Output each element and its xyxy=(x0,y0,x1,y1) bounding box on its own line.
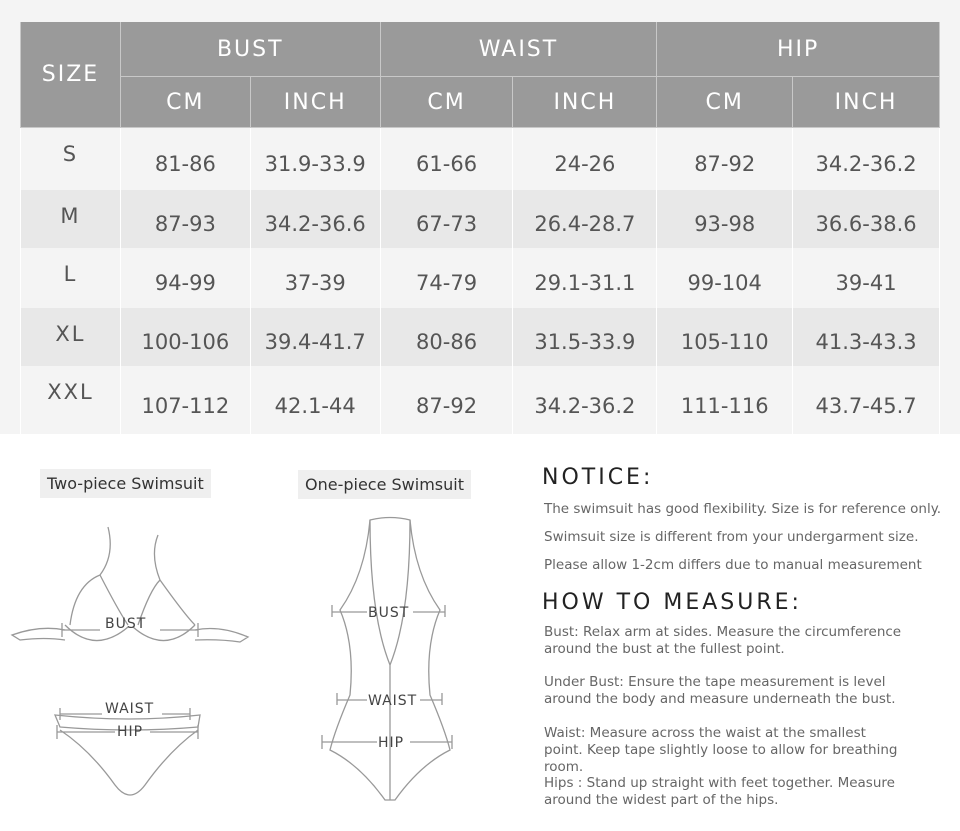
measurement-cell: 34.2-36.2 xyxy=(512,365,658,436)
unit-header: INCH xyxy=(512,76,658,128)
measurement-cell: 31.5-33.9 xyxy=(512,307,658,366)
measurement-cell: 74-79 xyxy=(379,247,514,308)
measurement-cell: 34.2-36.6 xyxy=(249,189,381,248)
two-piece-hip-label: HIP xyxy=(117,724,143,740)
measure-bust: Bust: Relax arm at sides. Measure the ci… xyxy=(544,624,902,657)
two-piece-waist-label: WAIST xyxy=(105,701,154,717)
two-piece-swimsuit-illustration: BUST WAIST HIP xyxy=(10,526,250,796)
size-cell: XL xyxy=(20,307,121,366)
size-cell: M xyxy=(20,189,121,248)
size-header: SIZE xyxy=(20,22,121,128)
size-cell: XXL xyxy=(20,365,121,436)
measurement-cell: 107-112 xyxy=(119,365,251,436)
measurement-cell: 111-116 xyxy=(656,365,794,436)
unit-header: CM xyxy=(656,76,794,128)
one-piece-swimsuit-illustration: BUST WAIST HIP xyxy=(321,516,453,801)
notice-title: NOTICE: xyxy=(542,465,654,490)
measurement-cell: 31.9-33.9 xyxy=(249,127,381,190)
unit-header: INCH xyxy=(249,76,381,128)
measurement-cell: 29.1-31.1 xyxy=(512,247,658,308)
measurement-cell: 100-106 xyxy=(119,307,251,366)
measurement-cell: 93-98 xyxy=(656,189,794,248)
measurement-cell: 34.2-36.2 xyxy=(792,127,940,190)
measurement-cell: 80-86 xyxy=(379,307,514,366)
size-cell: L xyxy=(20,247,121,308)
measurement-cell: 42.1-44 xyxy=(249,365,381,436)
waist-header: WAIST xyxy=(379,22,658,77)
measure-waist: Waist: Measure across the waist at the s… xyxy=(544,725,898,775)
table-row: S 81-86 31.9-33.9 61-66 24-26 87-92 34.2-36.2 xyxy=(20,127,940,190)
one-piece-waist-label: WAIST xyxy=(368,693,417,709)
table-row: L 94-99 37-39 74-79 29.1-31.1 99-104 39-41 xyxy=(20,247,940,308)
one-piece-bust-label: BUST xyxy=(368,605,409,621)
measure-under-bust: Under Bust: Ensure the tape measurement … xyxy=(544,674,896,707)
size-cell: S xyxy=(20,127,121,190)
measurement-cell: 36.6-38.6 xyxy=(792,189,940,248)
measurement-cell: 39.4-41.7 xyxy=(249,307,381,366)
unit-header: CM xyxy=(379,76,514,128)
measurement-cell: 87-92 xyxy=(379,365,514,436)
measurement-cell: 24-26 xyxy=(512,127,658,190)
hip-header: HIP xyxy=(656,22,940,77)
measurement-cell: 41.3-43.3 xyxy=(792,307,940,366)
size-chart-table: SIZE BUST WAIST HIP CM INCH CM INCH CM INCH S… xyxy=(20,22,940,436)
measurement-cell: 67-73 xyxy=(379,189,514,248)
measurement-cell: 99-104 xyxy=(656,247,794,308)
measurement-cell: 39-41 xyxy=(792,247,940,308)
notice-line: Swimsuit size is different from your und… xyxy=(544,529,919,545)
measurement-cell: 87-93 xyxy=(119,189,251,248)
table-row: M 87-93 34.2-36.6 67-73 26.4-28.7 93-98 36.6-3… xyxy=(20,189,940,248)
how-to-measure-title: HOW TO MEASURE: xyxy=(542,590,802,615)
measurement-cell: 87-92 xyxy=(656,127,794,190)
table-row: XL 100-106 39.4-41.7 80-86 31.5-33.9 105-110 4… xyxy=(20,307,940,366)
notice-line: The swimsuit has good flexibility. Size … xyxy=(544,501,942,517)
table-row: XXL 107-112 42.1-44 87-92 34.2-36.2 111-116 43… xyxy=(20,365,940,436)
measurement-cell: 37-39 xyxy=(249,247,381,308)
measurement-cell: 61-66 xyxy=(379,127,514,190)
unit-header: CM xyxy=(119,76,251,128)
measurement-cell: 26.4-28.7 xyxy=(512,189,658,248)
two-piece-bust-label: BUST xyxy=(105,616,146,632)
measurement-cell: 94-99 xyxy=(119,247,251,308)
bust-header: BUST xyxy=(119,22,381,77)
one-piece-hip-label: HIP xyxy=(378,735,404,751)
notice-line: Please allow 1-2cm differs due to manual… xyxy=(544,557,922,573)
measurement-cell: 43.7-45.7 xyxy=(792,365,940,436)
measurement-cell: 105-110 xyxy=(656,307,794,366)
measure-hips: Hips : Stand up straight with feet toget… xyxy=(544,775,895,808)
measurement-cell: 81-86 xyxy=(119,127,251,190)
two-piece-title: Two-piece Swimsuit xyxy=(40,469,211,498)
unit-header: INCH xyxy=(792,76,940,128)
one-piece-title: One-piece Swimsuit xyxy=(298,470,471,499)
